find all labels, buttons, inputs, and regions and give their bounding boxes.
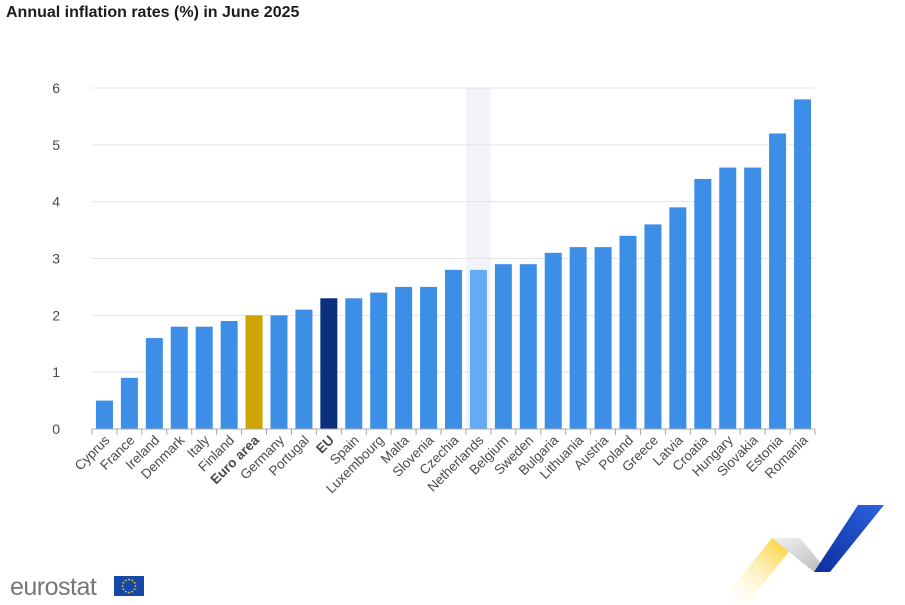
bar-germany[interactable]	[270, 315, 288, 429]
bar-eu[interactable]	[320, 298, 338, 429]
bar-euro-area[interactable]	[245, 315, 263, 429]
y-tick-label: 3	[52, 251, 60, 267]
flag-star	[131, 579, 134, 582]
bar-sweden[interactable]	[519, 264, 537, 429]
bar-denmark[interactable]	[170, 326, 188, 429]
flag-star	[128, 578, 130, 581]
y-tick-label: 4	[52, 194, 60, 210]
flag-star	[134, 585, 137, 587]
bar-ireland[interactable]	[145, 338, 163, 429]
bar-lithuania[interactable]	[569, 247, 587, 429]
bars-layer	[95, 99, 812, 430]
eurostat-logo-text: eurostat	[10, 573, 97, 601]
bar-austria[interactable]	[594, 247, 612, 429]
eurostat-logo: eurostat	[10, 573, 97, 602]
bar-hungary[interactable]	[719, 167, 737, 430]
y-tick-label: 0	[52, 421, 60, 437]
bar-italy[interactable]	[195, 326, 213, 429]
bar-bulgaria[interactable]	[544, 252, 562, 429]
bar-czechia[interactable]	[445, 269, 462, 429]
eu-flag-icon	[114, 576, 144, 596]
flag-star	[128, 591, 130, 594]
bar-estonia[interactable]	[769, 133, 787, 429]
y-tick-label: 1	[52, 364, 60, 380]
bar-malta[interactable]	[395, 286, 413, 429]
bar-slovakia[interactable]	[744, 167, 762, 430]
y-tick-label: 2	[52, 307, 60, 323]
bar-finland[interactable]	[220, 321, 238, 429]
y-tick-label: 5	[52, 137, 60, 153]
bar-netherlands[interactable]	[469, 269, 487, 429]
chart-title: Annual inflation rates (%) in June 2025	[6, 4, 300, 21]
flag-star	[121, 585, 124, 587]
flag-star	[124, 579, 127, 582]
eurostat-decorative-chevron	[718, 505, 884, 605]
bar-greece[interactable]	[644, 224, 662, 429]
bar-latvia[interactable]	[669, 207, 687, 429]
bar-spain[interactable]	[345, 298, 363, 429]
bar-poland[interactable]	[619, 235, 637, 429]
flag-star	[122, 581, 125, 584]
bar-slovenia[interactable]	[420, 286, 438, 429]
bar-romania[interactable]	[794, 99, 812, 429]
flag-star	[131, 590, 134, 593]
flag-star	[124, 590, 127, 593]
bar-croatia[interactable]	[694, 178, 712, 429]
bar-france[interactable]	[120, 377, 138, 429]
flag-star	[122, 588, 125, 591]
bar-portugal[interactable]	[295, 309, 313, 429]
flag-star	[133, 581, 136, 584]
axis-layer	[91, 428, 816, 435]
y-tick-label: 6	[52, 80, 60, 96]
flag-star	[133, 588, 136, 591]
bar-luxembourg[interactable]	[370, 292, 388, 429]
bar-cyprus[interactable]	[95, 400, 113, 429]
bar-belgium[interactable]	[494, 264, 512, 429]
